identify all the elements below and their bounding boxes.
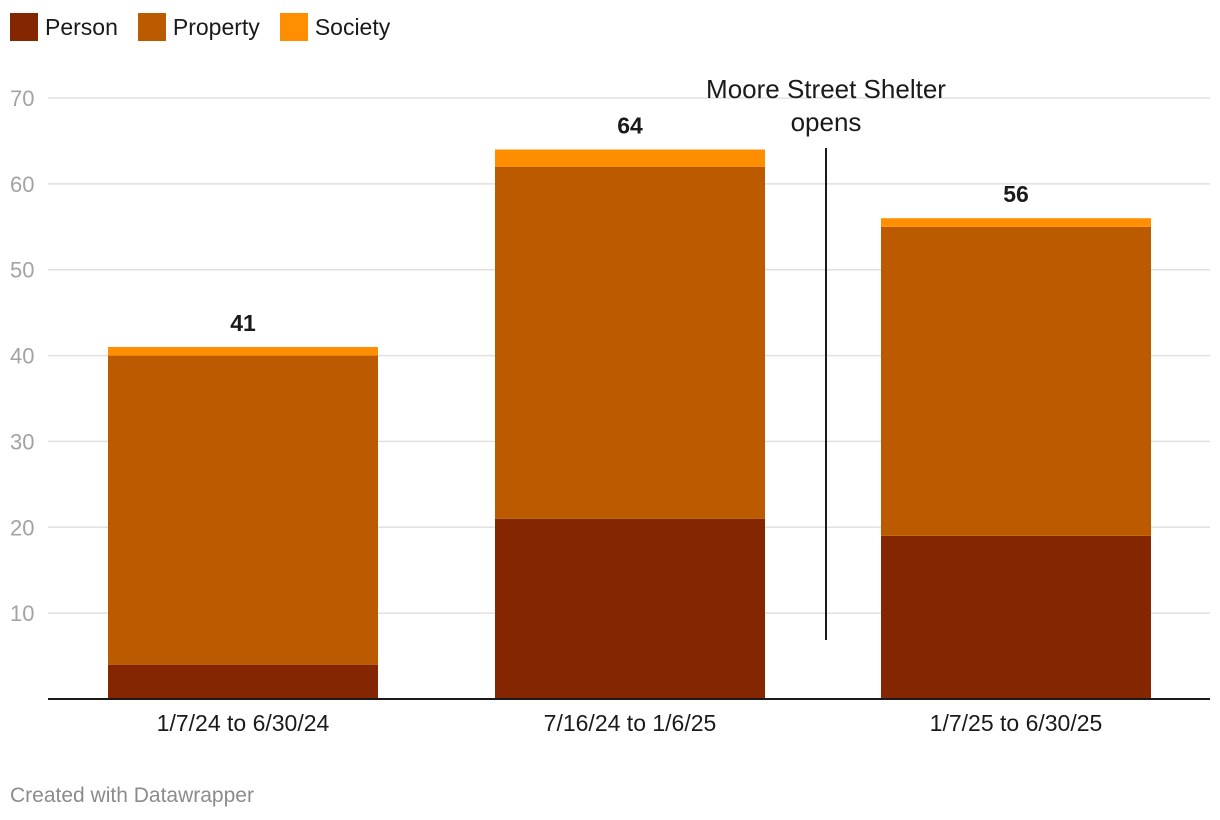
x-tick-label: 7/16/24 to 1/6/25 bbox=[544, 710, 717, 736]
y-tick-label: 70 bbox=[10, 86, 34, 111]
y-tick-label: 50 bbox=[10, 258, 34, 283]
legend-item-property: Property bbox=[137, 13, 260, 41]
bar-segment-property bbox=[108, 355, 378, 665]
bar-segment-person bbox=[881, 535, 1151, 699]
legend-swatch-person bbox=[10, 13, 38, 41]
annotation-text: Moore Street Shelter bbox=[706, 74, 946, 104]
bar-segment-person bbox=[108, 664, 378, 699]
total-label: 41 bbox=[230, 310, 256, 336]
footer-credit: Created with Datawrapper bbox=[10, 784, 254, 807]
legend: Person Property Society bbox=[10, 13, 410, 41]
x-tick-label: 1/7/25 to 6/30/25 bbox=[930, 710, 1103, 736]
y-tick-label: 10 bbox=[10, 601, 34, 626]
total-label: 56 bbox=[1003, 181, 1029, 207]
annotation-text: opens bbox=[791, 107, 862, 137]
legend-swatch-society bbox=[279, 13, 308, 41]
bar-segment-person bbox=[495, 518, 765, 699]
legend-label-person: Person bbox=[45, 13, 118, 40]
total-label: 64 bbox=[617, 113, 643, 139]
legend-swatch-property bbox=[137, 13, 166, 41]
y-tick-label: 20 bbox=[10, 515, 34, 540]
legend-label-property: Property bbox=[172, 13, 260, 40]
legend-item-society: Society bbox=[279, 13, 391, 41]
bar-segment-society bbox=[495, 149, 765, 167]
stacked-bar-chart: 10 20 30 40 50 60 70 41 1/7/24 to 6/30/24 64 7/16/… bbox=[10, 74, 1210, 736]
legend-label-society: Society bbox=[314, 13, 391, 40]
x-tick-label: 1/7/24 to 6/30/24 bbox=[157, 710, 330, 736]
bar-segment-property bbox=[881, 226, 1151, 536]
bar-segment-society bbox=[108, 346, 378, 356]
y-tick-label: 40 bbox=[10, 344, 34, 369]
y-tick-label: 60 bbox=[10, 172, 34, 197]
legend-item-person: Person bbox=[10, 13, 118, 41]
bar-segment-property bbox=[495, 166, 765, 519]
bar-segment-society bbox=[881, 218, 1151, 227]
y-tick-label: 30 bbox=[10, 429, 34, 454]
